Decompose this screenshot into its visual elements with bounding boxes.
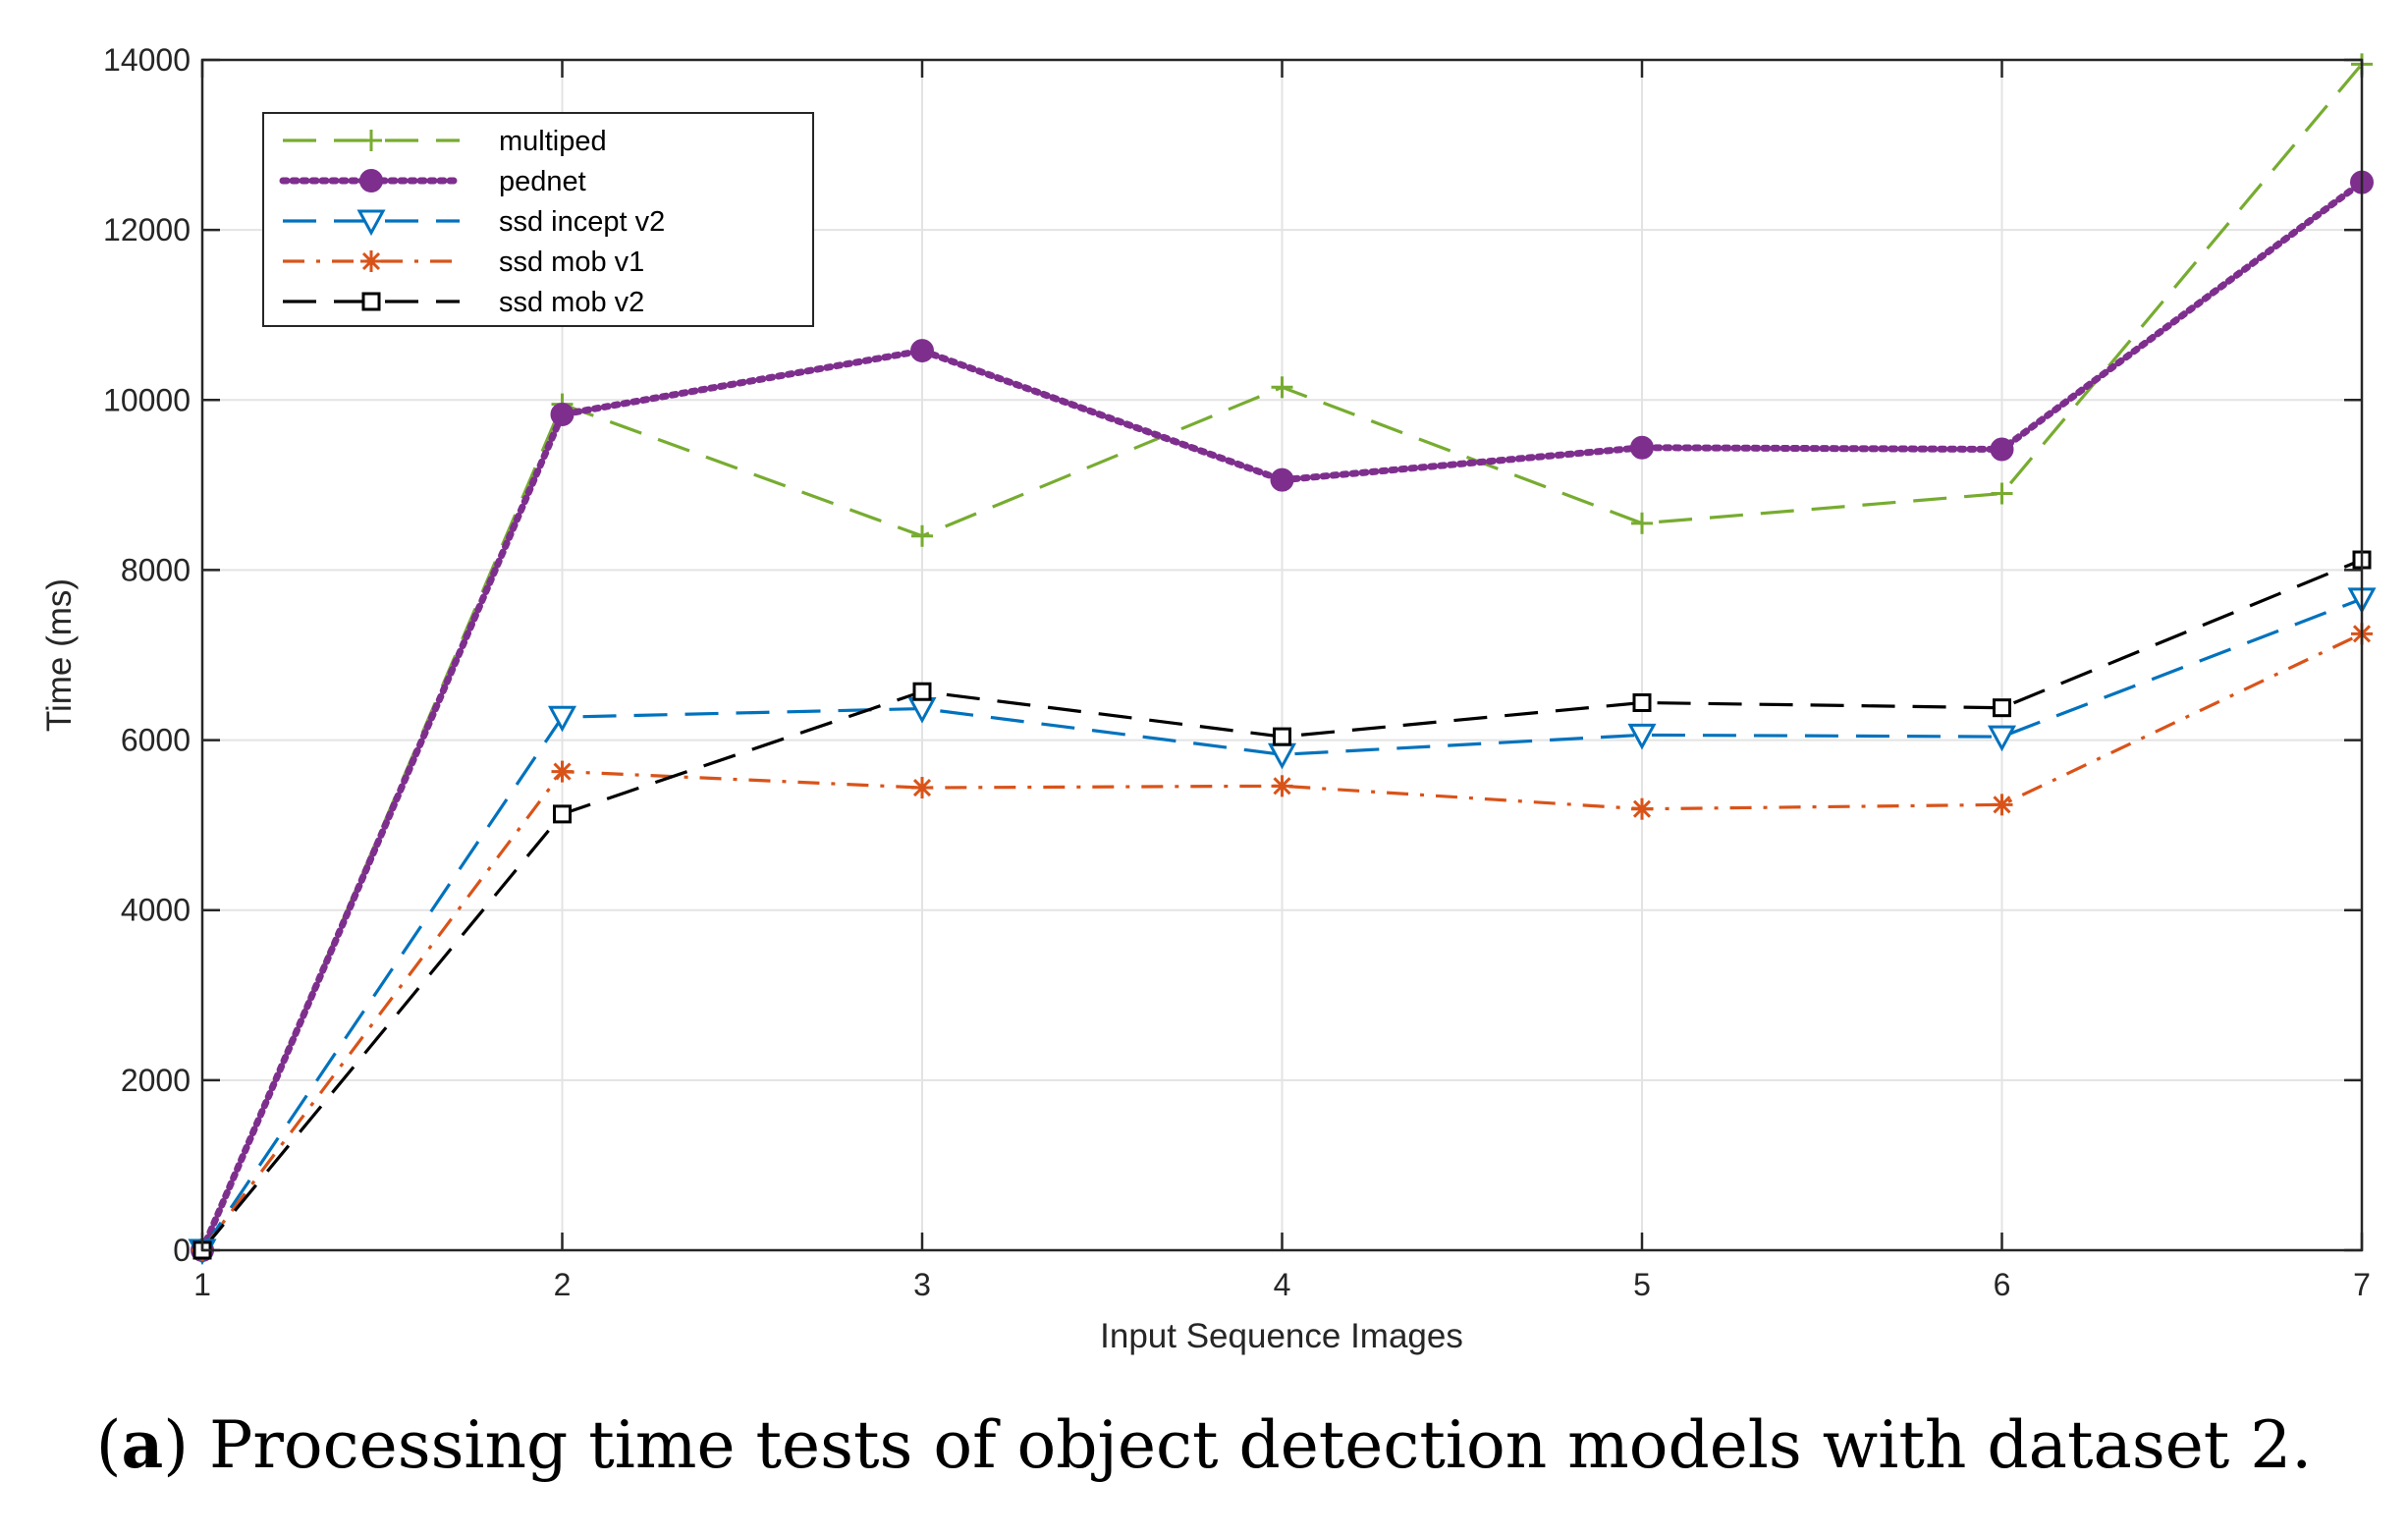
data-point-ssd-mob-v1 <box>911 777 933 799</box>
x-tick-label: 2 <box>554 1267 572 1302</box>
legend-marker <box>360 250 382 272</box>
x-tick-label: 3 <box>913 1267 931 1302</box>
legend-label: ssd mob v1 <box>499 247 644 278</box>
data-point-ssd-mob-v2 <box>1273 727 1291 746</box>
data-point-ssd-mob-v1 <box>1991 794 2013 816</box>
legend-label: multiped <box>499 126 607 157</box>
x-tick-label: 5 <box>1633 1267 1651 1302</box>
legend-item: ssd mob v2 <box>283 287 644 318</box>
data-point-ssd-mob-v1 <box>1631 797 1653 820</box>
y-tick-label: 6000 <box>121 723 191 758</box>
data-point-multiped <box>1991 482 2013 505</box>
legend-marker <box>359 169 383 192</box>
data-point-ssd-incept-v2 <box>547 705 577 733</box>
legend-item: ssd mob v1 <box>283 247 644 278</box>
legend-item: ssd incept v2 <box>283 206 665 238</box>
legend-marker <box>361 292 381 311</box>
data-point-ssd-mob-v2 <box>553 804 572 824</box>
data-point-ssd-incept-v2 <box>1987 725 2017 752</box>
y-tick-label: 10000 <box>103 382 191 417</box>
y-tick-label: 2000 <box>121 1063 191 1098</box>
legend-label: ssd mob v2 <box>499 287 644 318</box>
figure-caption: (a) Processing time tests of object dete… <box>0 1406 2408 1483</box>
caption-label: a <box>121 1406 164 1483</box>
data-point-ssd-incept-v2 <box>1627 723 1657 750</box>
data-point-ssd-mob-v2 <box>1993 698 2011 718</box>
y-tick-label: 14000 <box>103 42 191 78</box>
data-point-multiped <box>1271 376 1293 399</box>
data-point-pednet <box>910 339 934 363</box>
legend-item: pednet <box>279 166 586 197</box>
data-point-ssd-mob-v1 <box>1271 775 1293 797</box>
axis-ticks <box>200 58 2364 1252</box>
data-point-ssd-mob-v1 <box>551 760 574 783</box>
data-point-pednet <box>1270 467 1294 492</box>
y-tick-label: 0 <box>173 1233 191 1268</box>
legend-marker <box>356 209 386 237</box>
legend: multiped pednet ssd incept v2 ssd mob v1 ssd… <box>262 112 814 327</box>
y-tick-label: 4000 <box>121 893 191 928</box>
data-point-pednet <box>550 403 575 427</box>
legend-label: pednet <box>499 166 586 197</box>
x-tick-label: 1 <box>193 1267 211 1302</box>
x-tick-label: 4 <box>1274 1267 1291 1302</box>
x-axis-label: Input Sequence Images <box>1100 1317 1463 1355</box>
x-tick-label: 6 <box>1994 1267 2011 1302</box>
y-tick-label: 8000 <box>121 552 191 587</box>
data-point-multiped <box>911 524 933 547</box>
data-point-multiped <box>1631 512 1653 534</box>
data-point-pednet <box>1630 435 1654 460</box>
caption-text: ) Processing time tests of object detect… <box>163 1407 2313 1483</box>
data-point-ssd-mob-v2 <box>1632 692 1652 712</box>
legend-marker <box>360 130 382 151</box>
legend-item: multiped <box>283 126 607 157</box>
y-tick-label: 12000 <box>103 212 191 247</box>
data-point-pednet <box>1990 437 2014 462</box>
legend-label: ssd incept v2 <box>499 206 665 238</box>
y-axis-label: Time (ms) <box>40 578 79 732</box>
tick-labels: 0 2000 4000 6000 8000 10000 12000 14000 1 2 3 4 5 6 7 <box>103 42 2371 1302</box>
x-tick-label: 7 <box>2353 1267 2371 1302</box>
caption-prefix: ( <box>95 1407 122 1483</box>
data-point-ssd-mob-v2 <box>912 682 932 701</box>
